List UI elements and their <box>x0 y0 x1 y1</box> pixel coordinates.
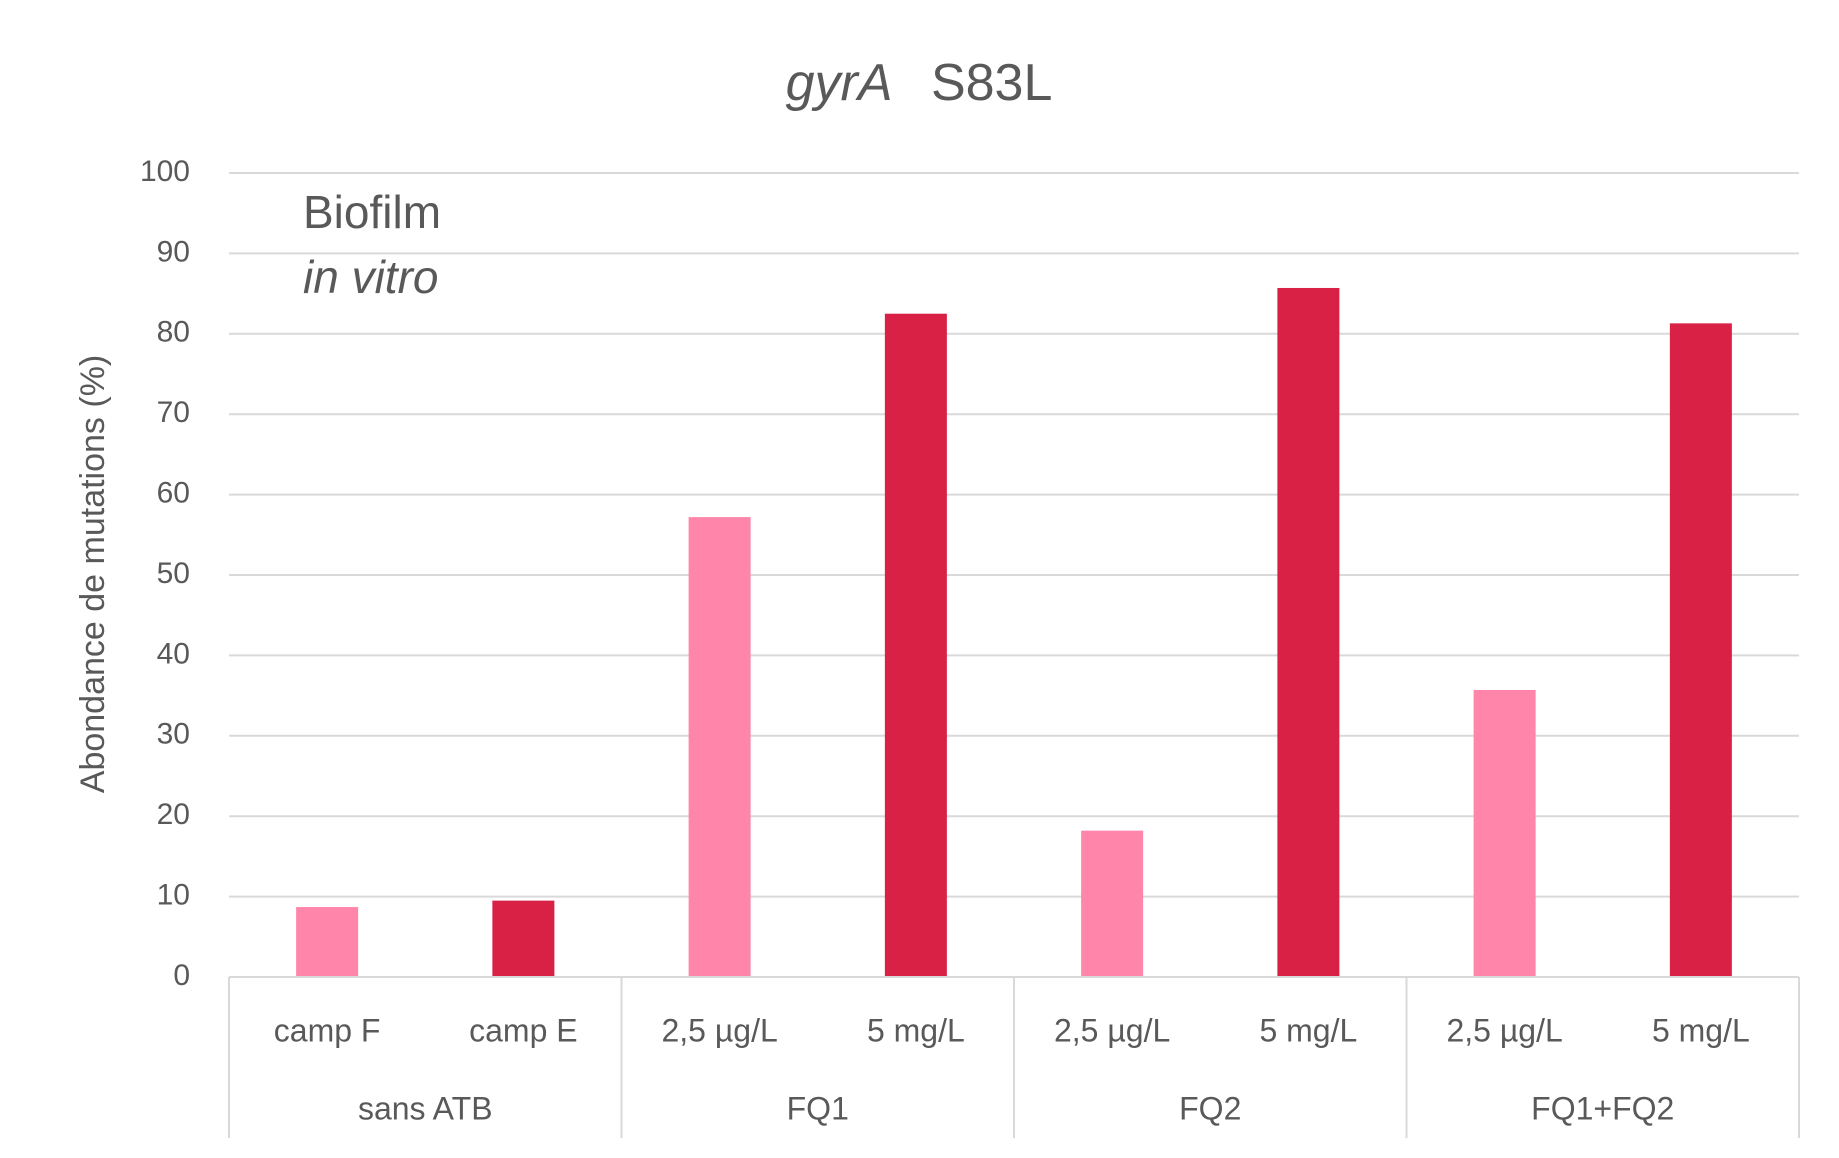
y-tick-label-40: 40 <box>157 637 190 670</box>
x-tick-label-7: 2,5 µg/L <box>1446 1012 1562 1048</box>
y-tick-label-70: 70 <box>157 396 190 429</box>
y-tick-label-30: 30 <box>157 718 190 751</box>
annotation-biofilm: Biofilm <box>303 186 441 238</box>
x-group-label-4: FQ1+FQ2 <box>1531 1090 1674 1126</box>
x-tick-label-8: 5 mg/L <box>1652 1012 1750 1048</box>
gridlines <box>229 172 1799 898</box>
y-tick-label-10: 10 <box>157 879 190 912</box>
x-tick-label-4: 5 mg/L <box>867 1012 965 1048</box>
bar-1 <box>296 907 359 977</box>
bar-4 <box>884 313 947 977</box>
bar-2 <box>492 900 555 977</box>
x-group-label-2: FQ1 <box>787 1090 849 1126</box>
y-tick-label-80: 80 <box>157 316 190 349</box>
bars <box>296 287 1732 977</box>
y-tick-label-60: 60 <box>157 477 190 510</box>
y-tick-label-20: 20 <box>157 798 190 831</box>
annotation-in-vitro: in vitro <box>303 251 438 303</box>
y-tick-labels: 0 10 20 30 40 50 60 70 80 90 100 <box>140 155 190 992</box>
x-group-label-1: sans ATB <box>358 1090 493 1126</box>
y-axis-label: Abondance de mutations (%) <box>74 355 112 793</box>
y-tick-label-100: 100 <box>140 155 190 188</box>
x-group-label-3: FQ2 <box>1179 1090 1241 1126</box>
x-tick-label-1: camp F <box>274 1012 381 1048</box>
bar-3 <box>688 517 751 977</box>
y-tick-label-90: 90 <box>157 235 190 268</box>
chart-title: gyrA S83L <box>786 54 1053 112</box>
chart-title-gene: gyrA <box>786 54 893 112</box>
bar-5 <box>1081 830 1144 977</box>
chart-title-mutation: S83L <box>931 54 1052 112</box>
bar-8 <box>1669 323 1732 977</box>
x-tick-label-3: 2,5 µg/L <box>661 1012 777 1048</box>
x-tick-label-5: 2,5 µg/L <box>1054 1012 1170 1048</box>
y-tick-label-50: 50 <box>157 557 190 590</box>
x-tick-label-6: 5 mg/L <box>1259 1012 1357 1048</box>
y-tick-label-0: 0 <box>173 959 190 992</box>
x-tick-label-2: camp E <box>469 1012 577 1048</box>
bar-7 <box>1473 689 1536 977</box>
x-axis: camp F camp E sans ATB 2,5 µg/L 5 mg/L FQ1 2,5… <box>228 976 1800 1138</box>
bar-6 <box>1277 287 1340 977</box>
